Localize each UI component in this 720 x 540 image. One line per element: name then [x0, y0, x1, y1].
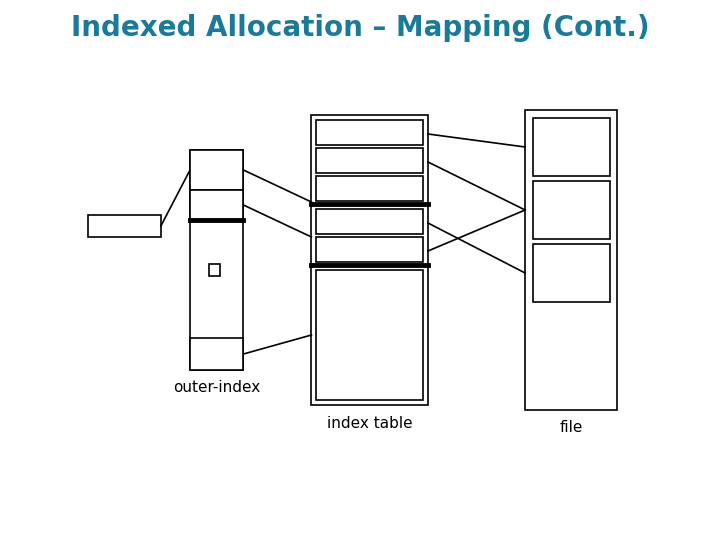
Bar: [209, 265, 220, 276]
Bar: [190, 150, 243, 370]
Bar: [316, 176, 423, 201]
Bar: [316, 270, 423, 400]
Bar: [190, 150, 243, 190]
Text: Indexed Allocation – Mapping (Cont.): Indexed Allocation – Mapping (Cont.): [71, 14, 649, 42]
Bar: [190, 190, 243, 220]
Bar: [525, 110, 618, 410]
Bar: [316, 237, 423, 262]
Bar: [533, 118, 610, 176]
Bar: [316, 148, 423, 173]
Bar: [190, 338, 243, 370]
Bar: [312, 115, 428, 405]
Bar: [316, 209, 423, 234]
Bar: [88, 215, 161, 237]
Text: outer-index: outer-index: [173, 381, 261, 395]
Bar: [533, 244, 610, 302]
Text: index table: index table: [327, 415, 413, 430]
Bar: [533, 181, 610, 239]
Bar: [316, 120, 423, 145]
Text: file: file: [559, 421, 583, 435]
